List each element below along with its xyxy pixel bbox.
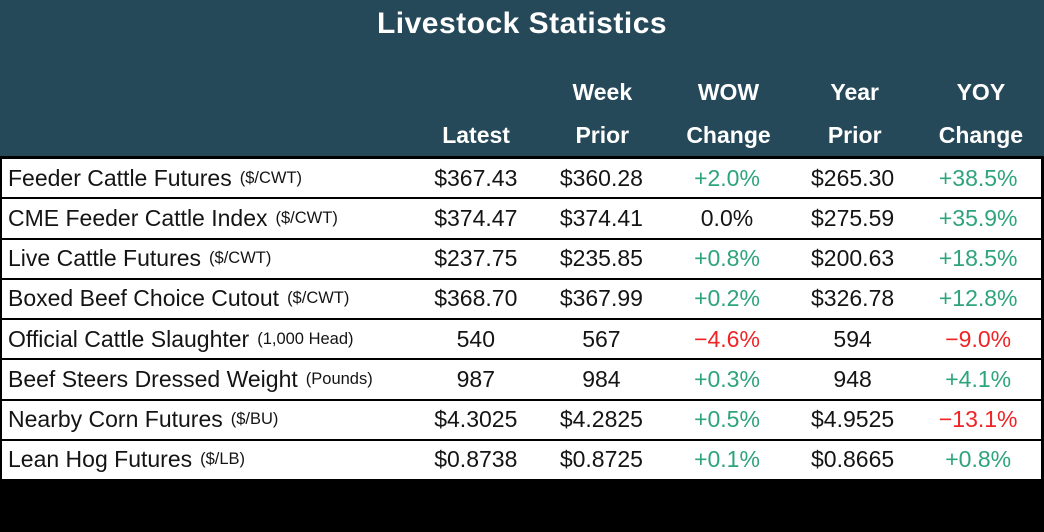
column-header-line1: YOY [956,79,1006,106]
wow-change-value: +0.3% [694,365,760,392]
table-row: CME Feeder Cattle Index ($/CWT) $374.47 $37… [2,199,1041,240]
table-row: Official Cattle Slaughter (1,000 Head) 540… [2,320,1041,361]
column-header-yoy-change: YOY Change [918,80,1044,156]
year-prior-value: $0.8665 [811,446,895,473]
yoy-change-value: −13.1% [938,406,1018,433]
row-label-text: Feeder Cattle Futures [8,164,232,191]
row-unit: ($/BU) [230,410,279,429]
bottom-black-band [0,481,1044,532]
wow-change-value: +0.1% [694,446,760,473]
row-label: Beef Steers Dressed Weight (Pounds) [2,360,413,398]
table-row: Lean Hog Futures ($/LB) $0.8738 $0.8725 +0.1… [2,440,1041,481]
row-unit: (1,000 Head) [257,329,354,348]
row-label: Nearby Corn Futures ($/BU) [2,401,413,439]
week-prior-value: $367.99 [559,285,643,312]
row-label: Feeder Cattle Futures ($/CWT) [2,159,413,197]
row-label: Boxed Beef Choice Cutout ($/CWT) [2,280,413,318]
yoy-change-value: +4.1% [945,365,1012,392]
week-prior-value: $374.41 [559,204,643,231]
wow-change-value: −4.6% [694,325,760,352]
row-label-text: Nearby Corn Futures [8,406,223,433]
column-header-line1: Week [572,79,633,106]
table-row: Nearby Corn Futures ($/BU) $4.3025 $4.2825 +… [2,400,1041,441]
year-prior-value: $326.78 [811,285,895,312]
column-header-latest: Latest [413,80,539,156]
row-unit: ($/CWT) [239,168,303,187]
column-header-wow-change: WOW Change [665,80,791,156]
column-header-week-prior: Week Prior [539,80,665,156]
latest-value: $4.3025 [434,406,518,433]
week-prior-value: $4.2825 [559,406,643,433]
row-unit: ($/LB) [200,450,246,469]
column-header-line2: Prior [575,121,630,148]
row-label-text: Beef Steers Dressed Weight [8,365,298,392]
year-prior-value: $265.30 [811,164,895,191]
row-label-text: CME Feeder Cattle Index [8,204,268,231]
wow-change-value: +0.2% [694,285,760,312]
column-header-line1: Year [830,79,879,106]
yoy-change-value: −9.0% [945,325,1012,352]
row-unit: (Pounds) [305,369,373,388]
yoy-change-value: +18.5% [938,245,1018,272]
table-body: Feeder Cattle Futures ($/CWT) $367.43 $360.… [0,156,1044,481]
row-label-text: Live Cattle Futures [8,245,202,272]
year-prior-value: $275.59 [811,204,895,231]
wow-change-value: +0.5% [694,406,760,433]
latest-value: $237.75 [434,245,518,272]
latest-value: $374.47 [434,204,518,231]
row-label: Lean Hog Futures ($/LB) [2,441,413,479]
column-header-line2: Change [686,121,771,148]
table-row: Beef Steers Dressed Weight (Pounds) 987 984… [2,360,1041,401]
latest-value: $0.8738 [434,446,518,473]
column-header-spacer [0,80,413,156]
column-header-line2: Change [938,121,1024,148]
column-header-line1: WOW [697,79,760,106]
row-label: Live Cattle Futures ($/CWT) [2,240,413,278]
table-row: Boxed Beef Choice Cutout ($/CWT) $368.70 $3… [2,279,1041,320]
column-header-line2: Latest [442,121,510,148]
latest-value: $367.43 [434,164,518,191]
wow-change-value: 0.0% [700,204,754,231]
table-row: Live Cattle Futures ($/CWT) $237.75 $235.85… [2,239,1041,280]
wow-change-value: +2.0% [694,164,760,191]
year-prior-value: $200.63 [811,245,895,272]
wow-change-value: +0.8% [694,245,760,272]
row-unit: ($/CWT) [275,208,338,227]
week-prior-value: $0.8725 [559,446,643,473]
row-label-text: Boxed Beef Choice Cutout [8,285,280,312]
row-label-text: Lean Hog Futures [8,446,193,473]
yoy-change-value: +0.8% [945,446,1012,473]
column-headers: Latest Week Prior WOW Change Year Prior YOY Chan… [0,80,1044,156]
year-prior-value: $4.9525 [811,406,895,433]
page-title: Livestock Statistics [376,7,668,40]
week-prior-value: $360.28 [559,164,643,191]
year-prior-value: 594 [833,325,872,352]
table-header: Livestock Statistics Latest Week Prior WOW C… [0,0,1044,156]
year-prior-value: 948 [833,365,872,392]
row-unit: ($/CWT) [287,289,350,308]
yoy-change-value: +35.9% [938,204,1018,231]
row-label: Official Cattle Slaughter (1,000 Head) [2,320,413,358]
column-header-year-prior: Year Prior [792,80,918,156]
row-unit: ($/CWT) [209,249,272,268]
week-prior-value: $235.85 [559,245,643,272]
latest-value: 540 [456,325,495,352]
latest-value: 987 [456,365,495,392]
column-header-line2: Prior [827,121,882,148]
latest-value: $368.70 [434,285,518,312]
week-prior-value: 567 [582,325,621,352]
row-label: CME Feeder Cattle Index ($/CWT) [2,199,413,237]
table-row: Feeder Cattle Futures ($/CWT) $367.43 $360.… [2,159,1041,200]
week-prior-value: 984 [582,365,621,392]
yoy-change-value: +38.5% [938,164,1018,191]
row-label-text: Official Cattle Slaughter [8,325,250,352]
yoy-change-value: +12.8% [938,285,1018,312]
